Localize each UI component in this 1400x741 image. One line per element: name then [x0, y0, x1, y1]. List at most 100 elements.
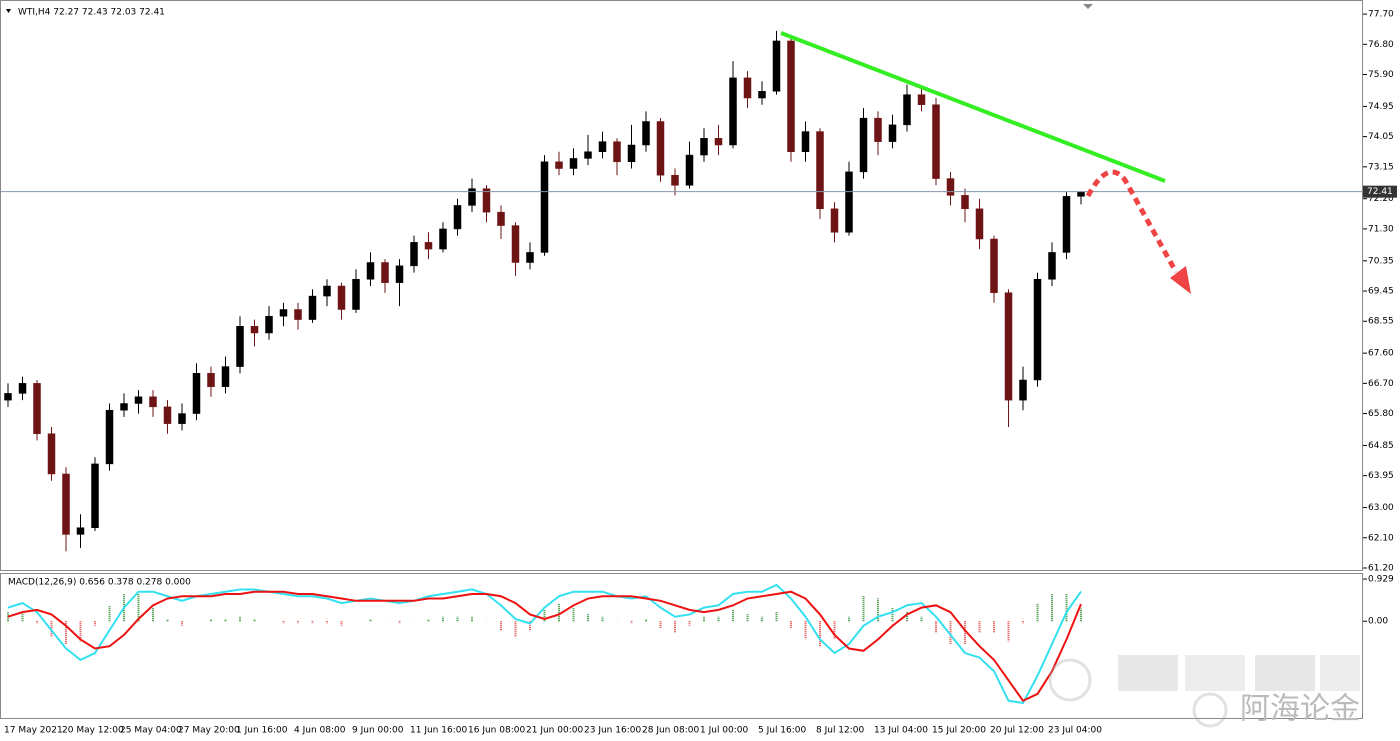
candle-body — [1077, 191, 1085, 197]
x-tick-label: 5 Jul 16:00 — [758, 726, 807, 736]
y-tick-label: 64.85 — [1368, 441, 1394, 451]
candle-body — [584, 151, 592, 159]
candle-body — [178, 413, 186, 424]
y-tick-label: 74.05 — [1368, 132, 1394, 142]
candle-body — [62, 473, 70, 535]
candle-body — [1048, 252, 1056, 280]
candle-body — [511, 225, 520, 263]
candle-body — [91, 463, 99, 528]
watermark-icon — [1048, 658, 1092, 702]
y-tick-label: 0.00 — [1368, 617, 1388, 627]
candle-body — [946, 178, 955, 196]
y-tick-label: 67.60 — [1368, 349, 1394, 359]
blur-block — [1185, 655, 1245, 691]
candle-body — [859, 117, 868, 173]
candle-body — [540, 161, 549, 253]
candle-body — [598, 141, 607, 152]
blur-block — [1118, 655, 1178, 691]
candle-body — [424, 242, 433, 250]
candle-body — [337, 285, 346, 310]
forecast-arrowhead — [1170, 266, 1191, 294]
x-tick-label: 8 Jul 12:00 — [816, 726, 865, 736]
candle-body — [743, 77, 752, 99]
y-tick-label: 76.80 — [1368, 40, 1394, 50]
candle-body — [482, 188, 491, 213]
candle-body — [714, 138, 723, 146]
x-tick-label: 20 Jul 12:00 — [990, 726, 1044, 736]
y-tick-label: 63.00 — [1368, 503, 1394, 513]
candle-body — [352, 279, 360, 310]
x-tick-label: 17 May 2021 — [4, 726, 63, 736]
candle-body — [671, 174, 679, 186]
plot: 77.70 76.80 75.90 74.95 74.05 73.15 72.20 71.30… — [1, 10, 1397, 736]
candle-body — [453, 205, 462, 230]
macd-panel-frame — [0, 573, 1363, 719]
candle-body — [772, 40, 781, 92]
candle-body — [279, 309, 288, 317]
candle-body — [627, 144, 636, 163]
candle-body — [888, 124, 897, 142]
candle-body — [294, 309, 302, 320]
candle-body — [250, 326, 259, 334]
candle-body — [975, 208, 984, 240]
y-tick-label: 70.35 — [1368, 256, 1394, 266]
y-tick-label: 75.90 — [1368, 70, 1394, 80]
candle-body — [134, 396, 143, 404]
x-tick-label: 28 Jun 08:00 — [642, 726, 699, 736]
candle-body — [569, 158, 578, 169]
candle-body — [395, 265, 404, 283]
macd-line — [7, 590, 1082, 702]
x-tick-label: 23 Jul 04:00 — [1048, 726, 1102, 736]
candle-body — [33, 383, 41, 434]
candle-body — [323, 285, 331, 297]
candle-body — [105, 409, 114, 465]
x-tick-label: 16 Jun 08:00 — [468, 726, 525, 736]
candle-body — [787, 40, 795, 152]
candle-body — [830, 208, 839, 233]
candle-body — [932, 104, 940, 179]
candle-body — [221, 366, 230, 387]
candle-body — [163, 406, 172, 424]
y-tick-label: 65.80 — [1368, 409, 1394, 419]
x-tick-label: 11 Jun 16:00 — [410, 726, 467, 736]
candle-body — [1019, 379, 1027, 401]
candle-body — [801, 131, 810, 152]
candle-body — [308, 295, 317, 320]
candle-body — [18, 383, 27, 394]
last-price-label: 72.41 — [1367, 187, 1393, 197]
chart-title: WTI,H4 72.27 72.43 72.03 72.41 — [18, 8, 165, 18]
x-tick-label: 23 Jun 16:00 — [584, 726, 641, 736]
candle-body — [381, 262, 389, 283]
candle-body — [903, 94, 911, 126]
candle-body — [526, 252, 534, 263]
candle-body — [265, 315, 273, 334]
candle-body — [236, 326, 244, 367]
candle-body — [642, 121, 650, 146]
candle-body — [874, 117, 882, 142]
y-tick-label: 68.55 — [1368, 317, 1394, 327]
candle-body — [410, 242, 418, 267]
x-tick-label: 20 May 12:00 — [62, 726, 124, 736]
candle-body — [207, 373, 215, 387]
title-marker — [6, 9, 11, 13]
candle-body — [700, 138, 708, 156]
trend-line — [780, 31, 1166, 183]
y-tick-label: 63.95 — [1368, 471, 1394, 481]
x-tick-label: 21 Jun 00:00 — [526, 726, 583, 736]
candle-body — [47, 433, 56, 475]
candle-body — [729, 77, 737, 146]
candle-body — [990, 238, 998, 293]
blur-block — [1255, 655, 1315, 691]
candle-body — [555, 161, 563, 169]
candle-body — [845, 171, 853, 233]
candle-body — [439, 228, 447, 250]
watermark-blur — [1048, 655, 1360, 728]
x-tick-label: 25 May 04:00 — [120, 726, 182, 736]
y-tick-label: 72.20 — [1368, 194, 1394, 204]
candle-body — [192, 373, 201, 414]
blur-block — [1320, 655, 1360, 691]
candle-body — [816, 131, 824, 210]
candle-body — [1062, 196, 1071, 253]
x-tick-label: 27 May 20:00 — [178, 726, 240, 736]
